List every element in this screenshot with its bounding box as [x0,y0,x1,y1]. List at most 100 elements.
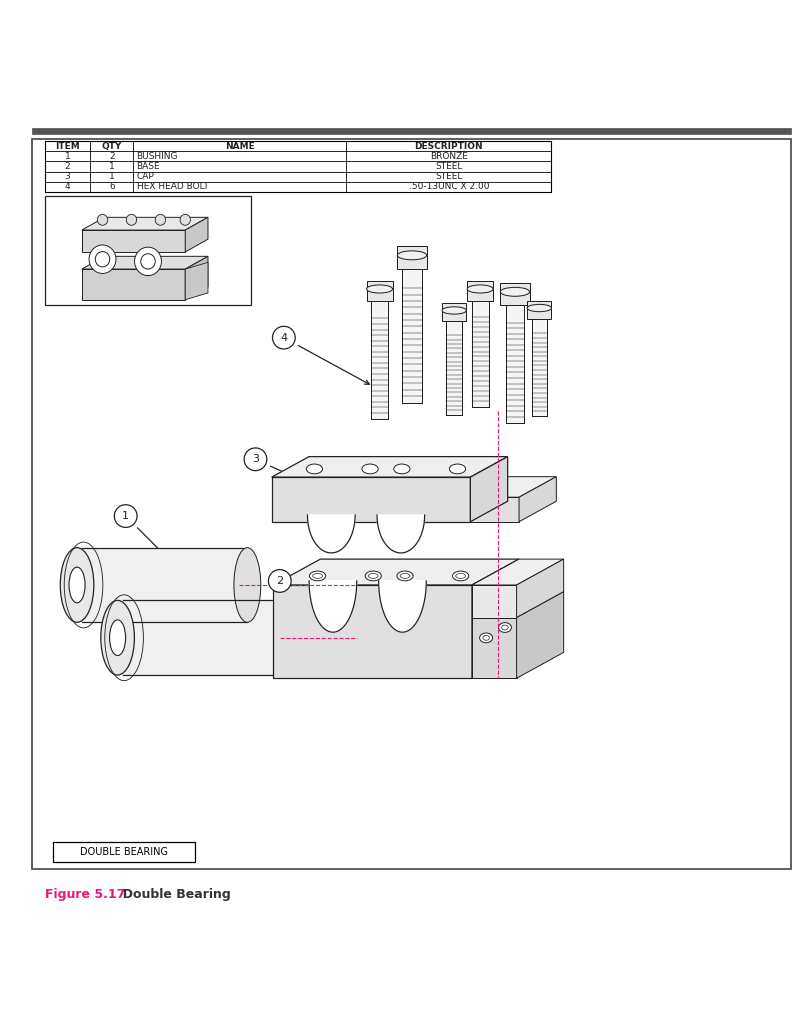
Polygon shape [77,548,247,623]
Polygon shape [472,585,517,617]
Polygon shape [272,457,508,477]
Ellipse shape [467,285,493,293]
Ellipse shape [400,573,410,579]
Text: DESCRIPTION: DESCRIPTION [414,142,483,151]
Ellipse shape [397,251,427,260]
Ellipse shape [499,623,512,633]
Ellipse shape [101,600,135,675]
Text: 4: 4 [281,333,287,343]
Ellipse shape [365,571,381,581]
Polygon shape [82,230,185,252]
Polygon shape [500,283,530,305]
Ellipse shape [449,464,466,474]
Polygon shape [517,559,564,617]
Ellipse shape [274,600,302,675]
Text: NAME: NAME [225,142,255,151]
Polygon shape [307,515,355,553]
Text: BRONZE: BRONZE [430,152,468,161]
Polygon shape [273,585,472,678]
Text: STEEL: STEEL [436,162,462,171]
Polygon shape [82,217,208,230]
Text: QTY: QTY [101,142,122,151]
Polygon shape [472,559,519,678]
Ellipse shape [453,571,469,581]
Ellipse shape [456,573,466,579]
Ellipse shape [483,636,489,640]
Ellipse shape [180,214,191,225]
Circle shape [268,569,291,592]
Ellipse shape [362,464,378,474]
Circle shape [272,327,295,349]
Ellipse shape [502,625,508,630]
Text: 2: 2 [65,162,71,171]
Ellipse shape [155,214,165,225]
Ellipse shape [89,245,116,273]
Text: 1: 1 [109,172,114,181]
Polygon shape [442,303,466,322]
Ellipse shape [313,573,323,579]
Text: 1: 1 [122,511,129,521]
Bar [45,141,551,191]
Ellipse shape [367,285,393,293]
Text: 1: 1 [65,152,71,161]
Circle shape [244,447,267,471]
Polygon shape [470,457,508,522]
Text: BUSHING: BUSHING [136,152,178,161]
Polygon shape [519,477,556,522]
Polygon shape [470,477,556,498]
Ellipse shape [527,304,551,311]
Text: 6: 6 [109,182,114,191]
Polygon shape [402,268,422,402]
Polygon shape [272,477,470,522]
Ellipse shape [234,548,261,623]
Bar [32,128,791,134]
Polygon shape [527,301,551,319]
Polygon shape [506,305,524,423]
Polygon shape [472,301,488,407]
Polygon shape [472,617,517,678]
Polygon shape [367,281,393,301]
Ellipse shape [397,571,413,581]
Ellipse shape [127,214,136,225]
Ellipse shape [109,620,126,655]
Text: HEX HEAD BOLT: HEX HEAD BOLT [136,182,208,191]
Polygon shape [379,581,427,632]
Polygon shape [467,281,493,301]
Polygon shape [472,559,564,585]
Polygon shape [470,498,519,522]
Polygon shape [377,515,425,553]
Polygon shape [309,581,357,632]
Ellipse shape [368,573,378,579]
Polygon shape [273,559,519,585]
Ellipse shape [307,464,323,474]
Ellipse shape [394,464,410,474]
Text: 3: 3 [252,455,259,464]
Text: Double Bearing: Double Bearing [114,888,230,901]
Text: Figure 5.17: Figure 5.17 [45,888,125,901]
Text: ITEM: ITEM [55,142,79,151]
Polygon shape [517,592,564,678]
Ellipse shape [135,247,161,275]
Circle shape [114,505,137,527]
Text: CAP: CAP [136,172,154,181]
Polygon shape [371,301,388,419]
Bar [53,842,195,862]
Text: 2: 2 [109,152,114,161]
Polygon shape [118,600,288,675]
Text: .50-13UNC X 2.00: .50-13UNC X 2.00 [409,182,489,191]
Text: STEEL: STEEL [436,172,462,181]
Ellipse shape [69,567,85,603]
Text: 2: 2 [277,575,283,586]
Ellipse shape [60,548,94,623]
Polygon shape [185,256,208,300]
Ellipse shape [95,252,109,267]
Ellipse shape [141,254,155,269]
Polygon shape [185,262,208,300]
Text: 3: 3 [65,172,71,181]
Ellipse shape [310,571,326,581]
Ellipse shape [97,214,108,225]
Bar [45,196,251,305]
Text: DOUBLE BEARING: DOUBLE BEARING [79,847,168,857]
Text: 4: 4 [65,182,71,191]
Polygon shape [532,319,547,417]
